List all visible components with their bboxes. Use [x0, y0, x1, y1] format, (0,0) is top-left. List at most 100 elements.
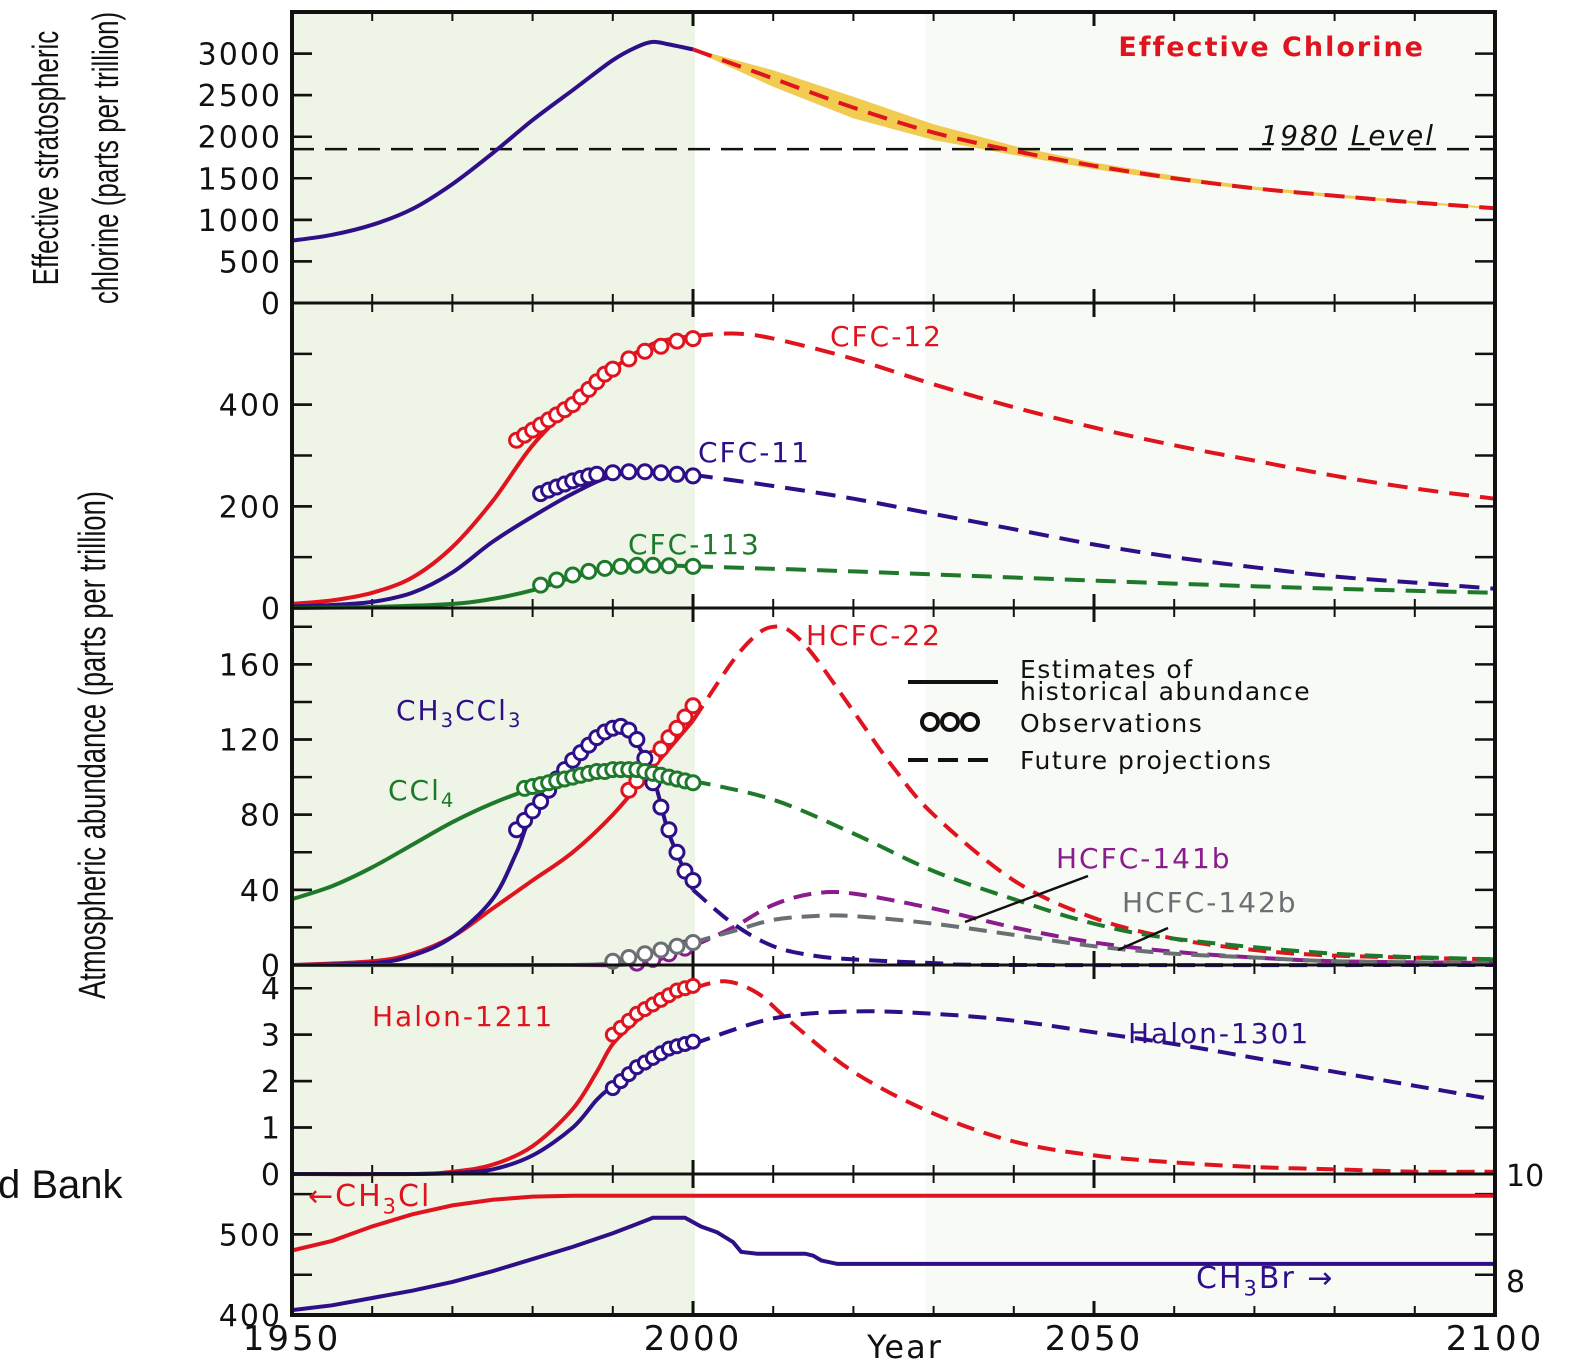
projection-line — [692, 913, 1496, 966]
observation-marker — [620, 948, 638, 966]
y-tick-label: 40 — [240, 874, 282, 909]
observation-marker — [684, 330, 702, 348]
y-tick-label: 2 — [261, 1065, 282, 1100]
observation-marker — [660, 557, 678, 575]
y-tick-label: 200 — [219, 490, 282, 525]
observation-marker — [644, 556, 662, 574]
legend-label: Observations — [1020, 709, 1203, 738]
series-label: CFC-11 — [698, 436, 811, 469]
observation-marker — [628, 731, 646, 749]
x-tick-label: 2000 — [644, 1319, 743, 1359]
y-axis-label: Atmospheric abundance (parts per trillio… — [72, 491, 114, 999]
y-axis-label-line-2: chlorine (parts per trillion) — [86, 12, 126, 304]
effective-chlorine-history-line — [291, 39, 694, 243]
methyl-halide-line — [291, 1215, 1495, 1313]
observation-marker — [588, 465, 606, 483]
observation-marker — [684, 933, 702, 951]
y-tick-label: 0 — [261, 287, 282, 322]
series-label-ch3br: CH3Br → — [1196, 1261, 1334, 1301]
projection-line — [692, 979, 1496, 1174]
observation-marker — [685, 977, 701, 994]
observation-marker — [628, 556, 646, 574]
observation-marker — [532, 576, 550, 594]
effective-chlorine-projection-line — [692, 47, 1496, 211]
projection-line — [692, 331, 1496, 501]
x-tick-label: 1950 — [243, 1319, 342, 1359]
projection-line — [692, 472, 1496, 591]
y-tick-label: 1000 — [198, 204, 282, 239]
observation-marker — [580, 562, 598, 580]
observation-marker — [684, 467, 702, 485]
observation-marker — [652, 337, 670, 355]
y-tick-label: 1500 — [198, 162, 282, 197]
methyl-halide-line — [291, 1193, 1495, 1253]
observation-marker — [652, 941, 670, 959]
observation-marker — [652, 464, 670, 482]
observation-marker — [604, 464, 622, 482]
y-tick-label: 3000 — [198, 38, 282, 73]
y-tick-label: 500 — [219, 245, 282, 280]
y-tick-label: 3 — [261, 1019, 282, 1054]
series-label: HCFC-22 — [806, 619, 942, 652]
legend-circle-swatch — [940, 712, 960, 732]
projection-line — [691, 624, 1496, 962]
observation-marker — [636, 463, 654, 481]
y-tick-label: 0 — [261, 1158, 282, 1193]
y-tick-label: 400 — [219, 389, 282, 424]
y-tick-label: 0 — [261, 592, 282, 627]
series-label-ch3ccl3: CH3CCl3 — [396, 694, 522, 732]
y-tick-label: 1 — [261, 1112, 282, 1147]
projection-line — [692, 564, 1496, 595]
right-fragment-text: 10 — [1506, 1159, 1544, 1194]
observation-marker — [636, 342, 654, 360]
observation-marker — [676, 708, 694, 726]
left-fragment-text: d Bank — [0, 1163, 124, 1207]
plot-frame — [290, 10, 1497, 1317]
legend-label: Estimates of — [1020, 655, 1194, 684]
y-tick-label: 500 — [219, 1218, 282, 1253]
legend-label: historical abundance — [1020, 677, 1311, 706]
y-tick-label: 0 — [261, 949, 282, 984]
projection-line — [692, 889, 1496, 966]
series-label-ccl4: CCl4 — [388, 774, 455, 812]
right-axis-tick-label: 8 — [1506, 1265, 1525, 1300]
series-label-ch3cl: ←CH3Cl — [308, 1179, 431, 1219]
observation-marker — [604, 360, 622, 378]
observation-marker — [685, 1033, 701, 1050]
y-tick-label: 120 — [219, 724, 282, 759]
y-tick-label: 80 — [240, 799, 282, 834]
y-axis-label-line-1: Effective stratospheric — [26, 31, 66, 285]
observation-marker — [684, 871, 702, 889]
projection-line — [692, 1009, 1496, 1102]
x-tick-label: 2100 — [1446, 1319, 1545, 1359]
y-tick-label: 400 — [219, 1299, 282, 1334]
observation-marker — [620, 350, 638, 368]
y-tick-label: 2500 — [198, 79, 282, 114]
late-projection-shading — [925, 12, 1495, 1315]
leader-line — [1117, 926, 1169, 952]
observation-marker — [532, 793, 550, 811]
observation-marker — [636, 945, 654, 963]
legend-circle-swatch — [920, 712, 940, 732]
projection-line — [692, 778, 1496, 962]
observation-marker — [596, 559, 614, 577]
historical-period-shading — [292, 12, 695, 1315]
observation-marker — [668, 719, 686, 737]
y-tick-label: 2000 — [198, 121, 282, 156]
series-label: HCFC-142b — [1122, 886, 1298, 919]
reference-level-label: 1980 Level — [1260, 119, 1435, 152]
series-label: CFC-12 — [830, 320, 943, 353]
observation-marker — [684, 557, 702, 575]
leader-line — [964, 874, 1089, 924]
series-label: CFC-113 — [628, 528, 761, 561]
observation-marker — [668, 465, 686, 483]
series-label: Halon-1301 — [1128, 1017, 1310, 1050]
x-axis-label: Year — [866, 1328, 943, 1366]
series-label: Halon-1211 — [372, 1000, 554, 1033]
observation-marker — [684, 774, 702, 792]
observation-marker — [652, 798, 670, 816]
x-tick-label: 2050 — [1045, 1319, 1144, 1359]
legend-circle-swatch — [960, 712, 980, 732]
observation-marker — [652, 740, 670, 758]
